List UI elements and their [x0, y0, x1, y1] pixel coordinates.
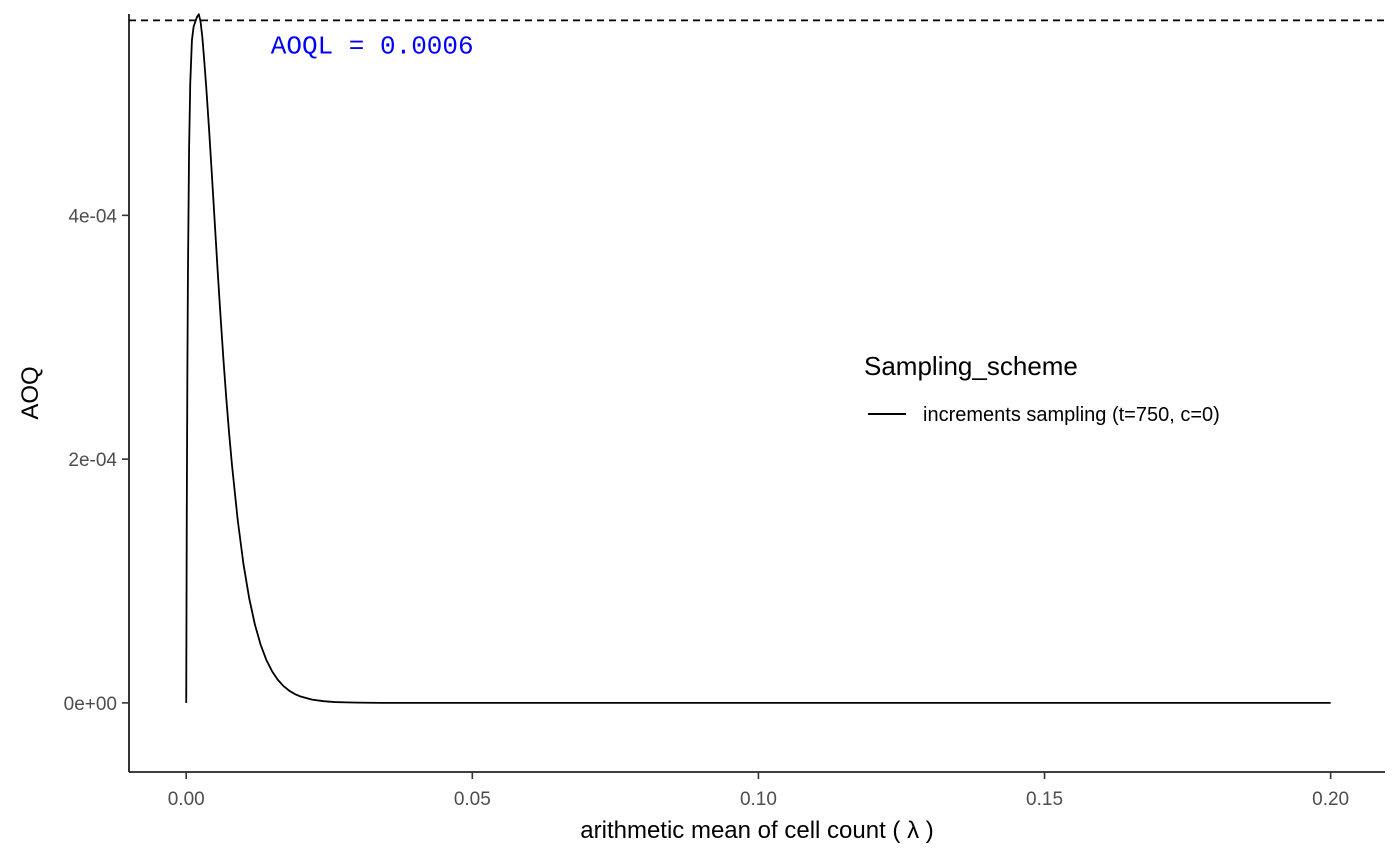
x-axis-title: arithmetic mean of cell count ( λ )	[580, 817, 933, 844]
aoql-annotation: AOQL = 0.0006	[271, 32, 474, 62]
x-tick-label: 0.15	[1026, 789, 1063, 810]
series-line	[185, 13, 1331, 704]
series-group	[185, 13, 1331, 704]
x-tick-label: 0.20	[1312, 789, 1349, 810]
legend-entry-label: increments sampling (t=750, c=0)	[923, 404, 1220, 426]
y-tick-label: 2e-04	[68, 450, 117, 471]
y-tick-label: 4e-04	[68, 206, 117, 227]
axes: 0.00 0.05 0.10 0.15 0.20 0e+00 2e-04 4e-04	[64, 14, 1385, 810]
x-tick-label: 0.10	[740, 789, 777, 810]
legend: Sampling_scheme increments sampling (t=7…	[864, 351, 1220, 426]
y-axis-title: AOQ	[17, 366, 44, 419]
x-tick-label: 0.05	[454, 789, 491, 810]
legend-title: Sampling_scheme	[864, 351, 1078, 381]
y-tick-label: 0e+00	[64, 694, 117, 715]
x-tick-label: 0.00	[168, 789, 205, 810]
